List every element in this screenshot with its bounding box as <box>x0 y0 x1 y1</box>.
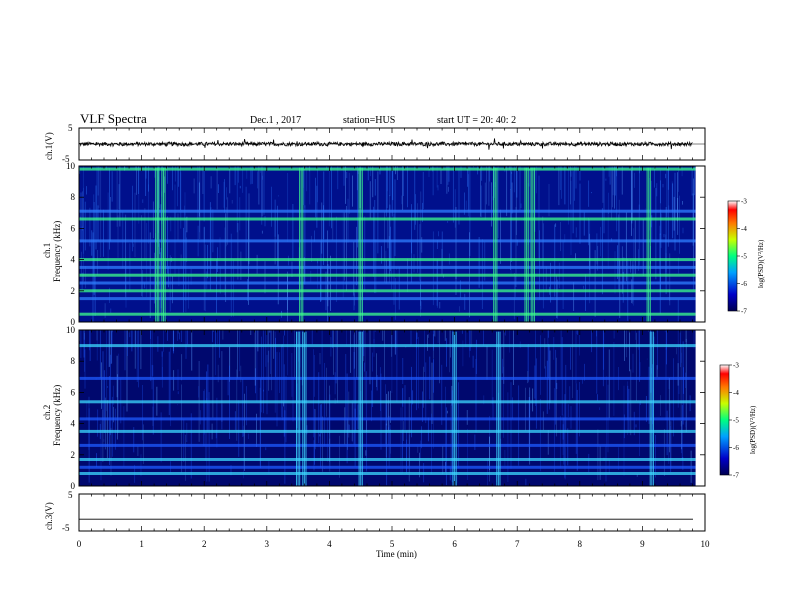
xtick-label: 9 <box>640 539 645 549</box>
ch2-spectrogram-image <box>79 330 705 486</box>
colorbar-tick-label: -7 <box>733 472 739 480</box>
ytick-label: 0 <box>71 481 76 491</box>
colorbar-tick-label: -3 <box>741 198 747 206</box>
xtick-label: 0 <box>77 539 82 549</box>
ytick-label: 4 <box>71 255 76 265</box>
ch1-ytick-top: 5 <box>68 123 73 133</box>
xtick-label: 8 <box>578 539 583 549</box>
spectral-band <box>79 273 696 277</box>
ch2-colorbar: -3 -4 -5 -6 -7 log(PSD)(V²/Hz) <box>719 362 757 480</box>
spectral-band <box>79 297 696 301</box>
ch2-spectrogram-panel: 0 2 4 6 8 10 ch.2 Frequency (kHz) <box>42 325 706 491</box>
spectral-band <box>79 458 696 461</box>
ch3-waveform-panel: 5 -5 ch.3(V) <box>44 490 706 533</box>
xtick-label: 10 <box>701 539 711 549</box>
colorbar-tick-label: -6 <box>741 280 747 288</box>
start-time-label: start UT = 20: 40: 2 <box>437 115 516 126</box>
spectral-band <box>79 472 696 475</box>
x-axis-ticks <box>78 128 706 531</box>
ch3-ytick-bottom: -5 <box>62 523 70 533</box>
colorbar-tick-label: -3 <box>733 362 739 370</box>
ch1-colorbar: -3 -4 -5 -6 -7 log(PSD)(V²/Hz) <box>727 198 765 316</box>
ch1-ylabel: ch.1(V) <box>44 132 54 160</box>
spectral-band <box>79 239 696 243</box>
ch1-spectrogram-ylabel: ch.1 <box>42 243 52 258</box>
x-axis-label: Time (min) <box>376 549 417 559</box>
ytick-label: 6 <box>71 223 76 233</box>
xtick-label: 5 <box>390 539 395 549</box>
spectral-band <box>79 281 696 285</box>
spectral-band <box>79 376 696 380</box>
spectral-band <box>79 465 696 469</box>
figure-title: VLF Spectra <box>80 111 147 126</box>
xtick-label: 7 <box>515 539 520 549</box>
ch2-frequency-ylabel: Frequency (kHz) <box>52 385 62 446</box>
no-data-gap <box>695 166 705 322</box>
ch3-waveform-frame <box>78 493 706 532</box>
spectral-band <box>79 289 696 293</box>
colorbar-tick-label: -4 <box>741 225 747 233</box>
spectral-band <box>79 312 696 316</box>
spectral-band <box>79 258 696 262</box>
spectral-band <box>79 167 696 171</box>
xtick-label: 2 <box>202 539 207 549</box>
ch1-spectrogram-image <box>79 166 705 322</box>
colorbar-tick-label: -5 <box>741 253 747 261</box>
ytick-label: 8 <box>71 192 76 202</box>
x-axis-tick-labels: 0 1 2 3 4 5 6 7 8 9 10 <box>77 539 710 549</box>
ytick-label: 6 <box>71 387 76 397</box>
colorbar-tick-label: -6 <box>733 444 739 452</box>
spectral-band <box>79 344 696 348</box>
xtick-label: 6 <box>452 539 457 549</box>
station-label: station=HUS <box>343 115 395 126</box>
ch1-waveform-panel: 5 -5 ch.1(V) <box>44 123 706 164</box>
no-data-gap <box>695 330 705 486</box>
ch3-ylabel: ch.3(V) <box>44 502 54 530</box>
ch1-spectrogram-panel: 0 2 4 6 8 10 ch.1 Frequency (kHz) <box>42 161 706 327</box>
spectral-band <box>79 429 696 433</box>
ch2-colorbar-label: log(PSD)(V²/Hz) <box>749 405 757 454</box>
ch1-frequency-ylabel: Frequency (kHz) <box>52 221 62 282</box>
xtick-label: 1 <box>139 539 144 549</box>
ch1-ytick-bottom: -5 <box>62 154 70 164</box>
ch1-colorbar-gradient <box>727 200 738 312</box>
xtick-label: 4 <box>327 539 332 549</box>
ytick-label: 2 <box>71 286 76 296</box>
xtick-label: 3 <box>265 539 270 549</box>
colorbar-tick-label: -4 <box>733 389 739 397</box>
colorbar-tick-label: -7 <box>741 308 747 316</box>
ch3-ytick-top: 5 <box>68 490 73 500</box>
ch2-spectrogram-ylabel: ch.2 <box>42 405 52 420</box>
ytick-label: 4 <box>71 419 76 429</box>
spectral-band <box>79 400 696 404</box>
spectral-band <box>79 443 696 447</box>
spectral-band <box>79 209 696 213</box>
ch2-colorbar-gradient <box>719 364 730 476</box>
spectral-band <box>79 265 696 269</box>
spectral-band <box>79 417 696 421</box>
ytick-label: 8 <box>71 356 76 366</box>
ch1-colorbar-label: log(PSD)(V²/Hz) <box>757 239 765 288</box>
ytick-label: 10 <box>66 161 76 171</box>
ytick-label: 2 <box>71 450 76 460</box>
spectral-band <box>79 217 696 221</box>
colorbar-tick-label: -5 <box>733 417 739 425</box>
ytick-label: 10 <box>66 325 76 335</box>
ytick-label: 0 <box>71 317 76 327</box>
date-label: Dec.1 , 2017 <box>250 115 301 126</box>
ch1-waveform-trace <box>78 138 693 150</box>
